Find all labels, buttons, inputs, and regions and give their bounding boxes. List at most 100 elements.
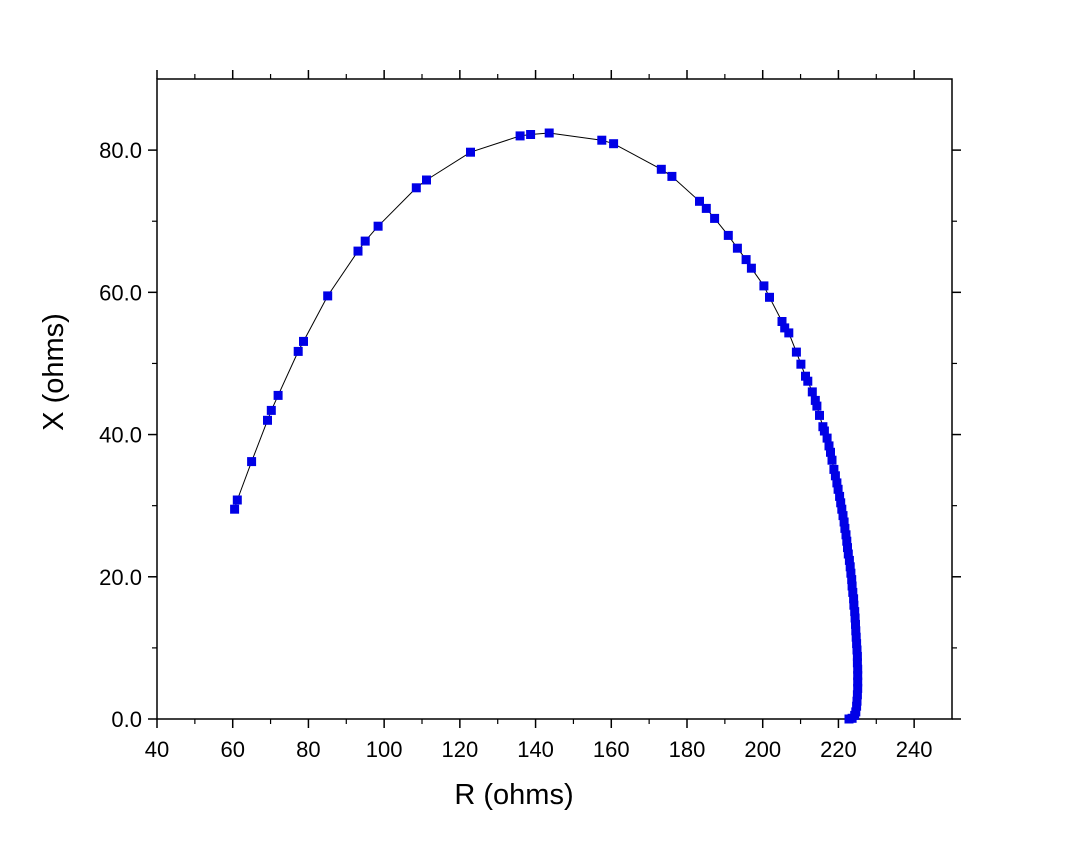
data-point: [841, 530, 851, 540]
data-point: [827, 455, 837, 465]
data-point: [853, 683, 863, 693]
data-point: [544, 128, 554, 138]
x-axis-title: R (ohms): [454, 779, 573, 811]
y-axis-ticks: [148, 149, 961, 720]
x-tick-label: 140: [517, 737, 554, 762]
data-point: [701, 203, 711, 213]
data-point: [847, 575, 857, 585]
data-point: [609, 139, 619, 149]
series-line: [234, 132, 859, 720]
data-point: [759, 281, 769, 291]
data-point: [526, 130, 536, 139]
data-point: [360, 236, 370, 246]
y-tick-label: 60.0: [99, 280, 142, 305]
data-point: [852, 645, 862, 655]
x-axis-ticks: [156, 70, 915, 728]
data-point: [422, 175, 431, 185]
data-point: [299, 336, 308, 346]
data-point: [323, 291, 333, 301]
series-lines: [234, 132, 859, 720]
data-point: [515, 131, 525, 141]
data-point: [266, 405, 276, 415]
y-tick-label: 20.0: [99, 565, 142, 590]
x-tick-label: 200: [744, 737, 781, 762]
data-point: [807, 387, 817, 397]
data-point: [824, 441, 834, 451]
y-tick-label: 40.0: [99, 423, 142, 448]
data-point: [832, 478, 842, 488]
y-axis-title: X (ohms): [38, 313, 70, 431]
data-point: [852, 658, 862, 668]
x-tick-label: 240: [896, 737, 933, 762]
data-point: [810, 395, 820, 405]
y-tick-label: 0.0: [111, 707, 142, 732]
x-tick-label: 60: [220, 737, 244, 762]
data-point: [732, 243, 742, 253]
data-point: [852, 651, 862, 661]
data-point: [411, 183, 421, 193]
data-point: [840, 523, 850, 533]
data-point: [839, 517, 849, 527]
data-point: [829, 464, 839, 474]
data-point: [667, 171, 677, 181]
x-tick-label: 80: [296, 737, 320, 762]
data-point: [842, 536, 852, 546]
data-point: [777, 317, 787, 326]
x-axis-tick-labels: 40 60 80 100 120 140 160 180 200 220 240: [145, 737, 933, 762]
data-point: [849, 594, 859, 604]
data-point: [232, 495, 242, 505]
data-point: [796, 359, 806, 369]
data-point: [273, 390, 283, 400]
data-point: [846, 568, 856, 578]
data-point: [852, 696, 862, 706]
series-markers: [230, 128, 863, 724]
x-tick-label: 220: [820, 737, 857, 762]
plot-frame: [156, 78, 953, 720]
data-point: [819, 426, 829, 436]
data-point: [656, 164, 666, 174]
data-point: [851, 632, 861, 642]
data-point: [853, 671, 863, 681]
data-point: [845, 562, 855, 572]
data-point: [780, 323, 790, 333]
data-point: [844, 714, 854, 724]
x-tick-label: 100: [366, 737, 403, 762]
x-tick-label: 120: [441, 737, 478, 762]
data-point: [850, 607, 860, 617]
data-point: [230, 504, 240, 514]
data-point: [852, 639, 862, 649]
data-point: [247, 457, 257, 467]
data-point: [843, 549, 853, 559]
data-point: [791, 347, 801, 357]
data-point: [836, 498, 846, 508]
data-point: [741, 255, 751, 265]
data-point: [784, 328, 794, 338]
data-point: [852, 690, 862, 700]
x-tick-label: 180: [669, 737, 706, 762]
data-point: [849, 600, 859, 610]
data-point: [801, 371, 810, 381]
data-point: [826, 447, 835, 457]
x-tick-label: 160: [593, 737, 630, 762]
data-point: [263, 415, 272, 425]
data-point: [822, 433, 832, 443]
data-point: [830, 471, 840, 481]
data-point: [765, 292, 774, 302]
data-point: [847, 581, 857, 591]
data-point: [710, 213, 720, 223]
data-point: [852, 701, 862, 711]
data-point: [835, 491, 845, 501]
data-point: [838, 511, 848, 521]
data-point: [848, 587, 858, 597]
data-point: [851, 626, 861, 636]
data-point: [850, 613, 860, 623]
data-point: [746, 263, 756, 273]
data-point: [695, 196, 704, 206]
data-point: [373, 221, 383, 231]
data-point: [597, 135, 607, 145]
data-point: [833, 484, 843, 494]
data-point: [844, 555, 854, 565]
data-point: [837, 504, 847, 514]
data-point: [723, 230, 733, 240]
